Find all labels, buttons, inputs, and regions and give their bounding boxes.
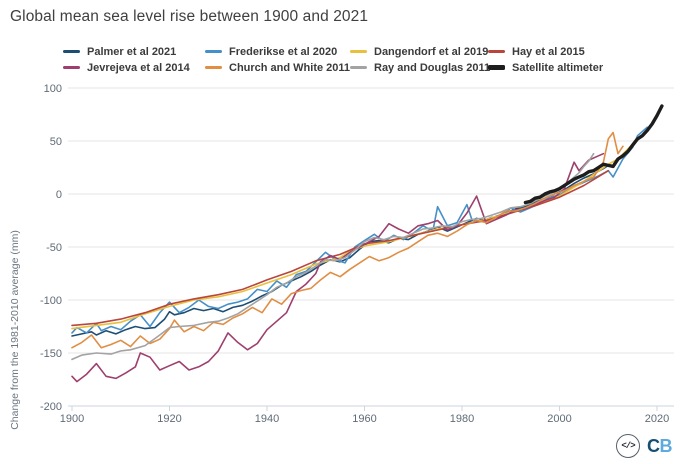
legend-line-swatch: [488, 65, 505, 70]
legend-item-hay-et-al-2015[interactable]: Hay et al 2015: [488, 44, 603, 59]
chart-footer: </> CB: [616, 434, 672, 458]
series-line-church-and-white-2011: [71, 131, 624, 349]
legend-label: Satellite altimeter: [512, 61, 604, 74]
legend-line-swatch: [63, 50, 80, 53]
gridlines: [68, 87, 674, 354]
legend-item-satellite-altimeter[interactable]: Satellite altimeter: [488, 60, 603, 75]
x-tick-label: 1920: [157, 413, 181, 425]
x-tick-label: 1900: [60, 413, 84, 425]
y-tick-label: -50: [46, 242, 62, 254]
x-tick-label: 2020: [645, 413, 669, 425]
chart-legend: Palmer et al 2021 Frederikse et al 2020 Da…: [63, 44, 603, 75]
legend-label: Ray and Douglas 2011: [374, 61, 491, 74]
embed-code-button[interactable]: </>: [616, 434, 640, 458]
y-tick-label: 50: [50, 136, 62, 148]
y-axis-title: Change from the 1981-2010 average (mm): [9, 230, 21, 430]
y-tick-label: 100: [44, 83, 62, 95]
x-tick-label: 1940: [255, 413, 279, 425]
chart-title: Global mean sea level rise between 1900 …: [10, 8, 369, 25]
code-icon: </>: [621, 441, 635, 451]
x-tick-label: 1980: [450, 413, 474, 425]
y-tick-label: -100: [40, 295, 62, 307]
y-tick-label: 0: [56, 189, 62, 201]
carbonbrief-logo[interactable]: CB: [647, 437, 672, 455]
legend-line-swatch: [205, 66, 222, 69]
legend-label: Frederikse et al 2020: [229, 45, 338, 58]
y-axis-tick-labels: 100 50 0 -50 -100 -150 -200: [40, 83, 62, 413]
logo-letter-c: C: [647, 436, 660, 456]
legend-label: Jevrejeva et al 2014: [87, 61, 190, 74]
logo-letter-b: B: [659, 436, 673, 456]
legend-item-frederikse-et-al-2020[interactable]: Frederikse et al 2020: [205, 44, 350, 59]
series-line-dangendorf-et-al-2019: [71, 143, 634, 330]
legend-line-swatch: [350, 66, 367, 69]
series-line-satellite-altimeter: [523, 104, 664, 205]
legend-label: Hay et al 2015: [512, 45, 585, 58]
legend-line-swatch: [205, 50, 222, 53]
series-line-ray-and-douglas-2011: [71, 152, 595, 361]
legend-line-swatch: [488, 50, 505, 53]
legend-label: Palmer et al 2021: [87, 45, 177, 58]
legend-label: Dangendorf et al 2019: [374, 45, 489, 58]
series-line-jevrejeva-et-al-2014: [71, 152, 605, 383]
x-tick-label: 2000: [547, 413, 571, 425]
legend-item-palmer-et-al-2021[interactable]: Palmer et al 2021: [63, 44, 205, 59]
x-axis-tick-labels: 1900 1920 1940 1960 1980 2000 2020: [60, 413, 669, 425]
legend-item-dangendorf-et-al-2019[interactable]: Dangendorf et al 2019: [350, 44, 488, 59]
x-tick-label: 1960: [352, 413, 376, 425]
legend-line-swatch: [63, 66, 80, 69]
series-lines: [71, 104, 664, 383]
legend-line-swatch: [350, 50, 367, 53]
x-axis: [68, 405, 674, 411]
legend-item-ray-and-douglas-2011[interactable]: Ray and Douglas 2011: [350, 60, 491, 75]
y-tick-label: -200: [40, 401, 62, 413]
legend-item-church-and-white-2011[interactable]: Church and White 2011: [205, 60, 350, 75]
legend-item-jevrejeva-et-al-2014[interactable]: Jevrejeva et al 2014: [63, 60, 205, 75]
legend-label: Church and White 2011: [229, 61, 351, 74]
y-tick-label: -150: [40, 348, 62, 360]
series-line-frederikse-et-al-2020: [71, 126, 649, 334]
